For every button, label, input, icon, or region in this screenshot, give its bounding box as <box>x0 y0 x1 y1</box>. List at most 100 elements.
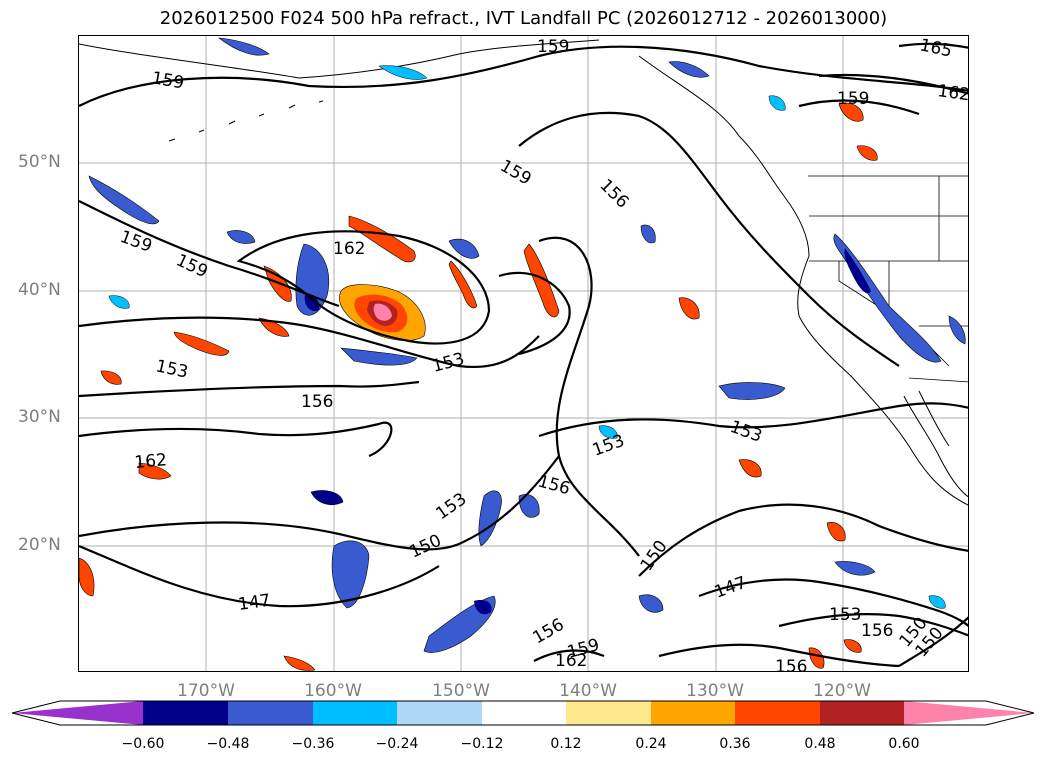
contour-label-layer: 159 159 159 159 159 159 162 162 153 153 … <box>117 36 969 672</box>
neg-blob-3 <box>331 540 370 609</box>
contour-label: 150 <box>637 537 672 575</box>
contour-label: 153 <box>154 356 190 382</box>
pos-blob-3 <box>523 243 560 318</box>
contour-162-loop <box>236 230 491 345</box>
contour-159-ridge <box>518 111 900 367</box>
contour-150-east <box>638 503 968 577</box>
pos-blob-4 <box>448 260 478 309</box>
pos-blob-8 <box>79 557 95 597</box>
lightneg-2 <box>768 95 786 111</box>
contour-lines <box>79 42 968 668</box>
colorbar-tick: −0.24 <box>375 736 419 752</box>
neg-blob-9 <box>448 238 480 259</box>
neg-blob-16 <box>226 230 256 244</box>
shaded-negative-anomalies <box>88 37 966 653</box>
contour-label: 159 <box>117 227 154 257</box>
lightneg-3 <box>108 295 130 309</box>
neg-blob-10 <box>638 594 664 613</box>
contour-156-se <box>658 643 900 668</box>
aleutian-islands <box>168 100 324 142</box>
neg-blob-6 <box>340 347 418 366</box>
contour-label: 153 <box>432 489 470 524</box>
colorbar-tick: −0.12 <box>460 736 504 752</box>
colorbar-tick: 0.36 <box>719 736 751 752</box>
pos-blob-14 <box>808 647 825 669</box>
neg-blob-15 <box>668 61 710 78</box>
contour-147-east <box>698 578 968 628</box>
contour-156-band <box>79 380 420 398</box>
contour-label: 156 <box>530 615 568 649</box>
neg-blob-12 <box>834 561 876 576</box>
pos-blob-17 <box>100 370 122 385</box>
neg-blob-5 <box>88 175 160 225</box>
neg-blob-17 <box>640 224 656 244</box>
shaded-light-negative <box>108 65 946 609</box>
pos-blob-10 <box>826 522 846 542</box>
lon-label-170w: 170°W <box>177 681 235 701</box>
lat-label-20n: 20°N <box>18 535 61 555</box>
neg-blob-14 <box>217 37 270 56</box>
colorbar-tick: 0.48 <box>804 736 836 752</box>
lat-label-50n: 50°N <box>18 152 61 172</box>
contour-label: 159 <box>497 156 535 190</box>
neg-blob-13 <box>310 490 344 505</box>
pos-blob-15 <box>283 655 316 671</box>
contour-label: 153 <box>727 417 764 447</box>
colorbar-cell <box>735 701 820 725</box>
colorbar-cell <box>820 701 904 725</box>
contour-label: 165 <box>918 36 954 62</box>
contour-156-cut <box>498 271 571 356</box>
contour-150-arc <box>79 455 560 551</box>
contour-label: 156 <box>595 175 632 212</box>
contour-label: 150 <box>407 531 445 563</box>
alaska-coast <box>79 39 600 79</box>
neg-blob-4-core <box>474 600 492 615</box>
lightneg-1 <box>378 65 428 80</box>
contour-153-se <box>778 612 968 637</box>
lon-label-130w: 130°W <box>686 681 744 701</box>
lightneg-5 <box>598 425 618 439</box>
contour-159-ne <box>798 99 920 116</box>
contour-162-se <box>533 649 605 662</box>
contour-label: 156 <box>775 657 807 672</box>
neg-blob-7 <box>478 490 502 547</box>
contour-label: 159 <box>837 89 869 109</box>
contour-label: 162 <box>936 81 969 105</box>
colorbar-tick: 0.60 <box>888 736 920 752</box>
colorbar-cell <box>651 701 735 725</box>
mexico-border <box>908 377 968 383</box>
colorbar-cell-min-extend <box>12 701 143 725</box>
contour-label: 147 <box>237 591 272 615</box>
contour-label: 159 <box>173 250 211 282</box>
coastline <box>79 39 968 506</box>
contour-label: 153 <box>590 431 627 461</box>
contour-label: 162 <box>134 450 168 473</box>
lon-label-140w: 140°W <box>559 681 617 701</box>
pos-blob-13 <box>856 145 878 161</box>
colorbar-cell <box>566 701 651 725</box>
lon-label-120w: 120°W <box>813 681 871 701</box>
pos-blob-2 <box>348 215 416 263</box>
political-borders <box>808 175 968 383</box>
colorbar-tick: −0.36 <box>291 736 335 752</box>
contour-label: 156 <box>301 392 333 412</box>
contour-label: 153 <box>829 605 861 625</box>
colorbar-cell-max-extend <box>904 701 1034 725</box>
contour-label: 156 <box>861 621 893 641</box>
contour-159-north <box>79 45 968 107</box>
colorbar-cell <box>228 701 313 725</box>
colorbar-outline <box>11 700 1035 726</box>
neg-blob-18 <box>948 315 966 345</box>
colorbar-tick: −0.48 <box>206 736 250 752</box>
pos-blob-9 <box>678 297 700 320</box>
map-panel[interactable]: 159 159 159 159 159 159 162 162 153 153 … <box>78 35 969 672</box>
colorbar-cell <box>143 701 228 725</box>
colorbar-tick: −0.60 <box>121 736 165 752</box>
pos-blob-1-peak <box>373 303 392 321</box>
contour-label: 162 <box>555 651 587 671</box>
contour-label: 159 <box>150 68 185 93</box>
colorbar-cell <box>397 701 482 725</box>
neg-blob-11 <box>718 382 786 400</box>
neg-blob-2 <box>295 243 329 316</box>
contour-153-east <box>538 402 968 438</box>
